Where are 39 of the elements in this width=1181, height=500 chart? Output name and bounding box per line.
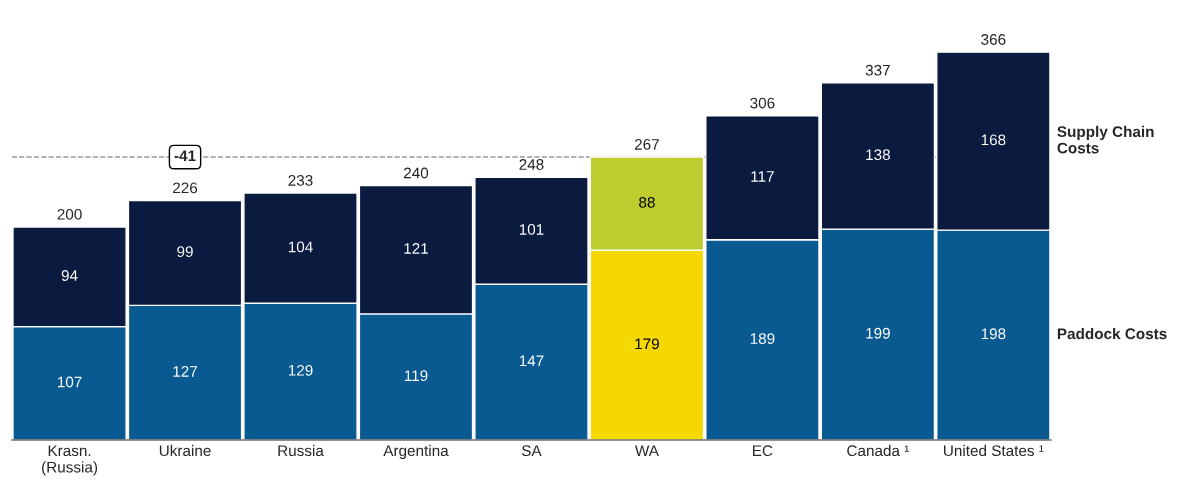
data-label: 101 [519,223,544,235]
data-label: 179 [635,338,659,350]
series-label: Supply Chain Costs [1057,125,1154,154]
total-label: 200 [57,208,82,220]
total-label: 226 [173,182,198,194]
data-label: 121 [404,243,428,254]
data-label: 168 [981,134,1006,146]
data-label: 198 [981,328,1006,340]
data-label: 138 [866,149,890,161]
data-label: 147 [519,355,544,367]
total-label: 267 [634,138,659,150]
x-tick-label: EC [753,445,773,457]
data-label: 94 [61,270,78,281]
total-label: 366 [981,34,1006,45]
total-label: 248 [519,159,544,170]
x-tick-label: Canada ¹ [847,444,909,457]
data-label: 99 [177,246,193,258]
x-tick-label: Russia [278,444,324,457]
data-label: 104 [288,241,313,253]
data-label: 117 [751,171,774,182]
x-tick-label: Argentina [383,444,449,460]
total-label: 306 [750,97,775,109]
data-label: 88 [639,196,655,208]
series-label: Paddock Costs [1057,327,1167,340]
x-tick-label: SA [521,445,542,457]
data-label: 189 [750,333,775,344]
x-tick-label: WA [634,445,659,456]
x-tick-label: Krasn. (Russia) [42,445,98,476]
total-label: 337 [865,64,890,76]
total-label: 240 [404,167,429,179]
total-label: 233 [288,175,313,186]
x-tick-label: United States ¹ [944,444,1044,457]
data-label: 107 [57,376,82,388]
x-tick-label: Ukraine [159,444,211,457]
data-label: 127 [173,365,197,377]
data-label: 119 [404,370,428,382]
annotation: -41 [174,150,196,162]
data-label: 129 [288,364,313,376]
data-label: 199 [866,327,890,339]
